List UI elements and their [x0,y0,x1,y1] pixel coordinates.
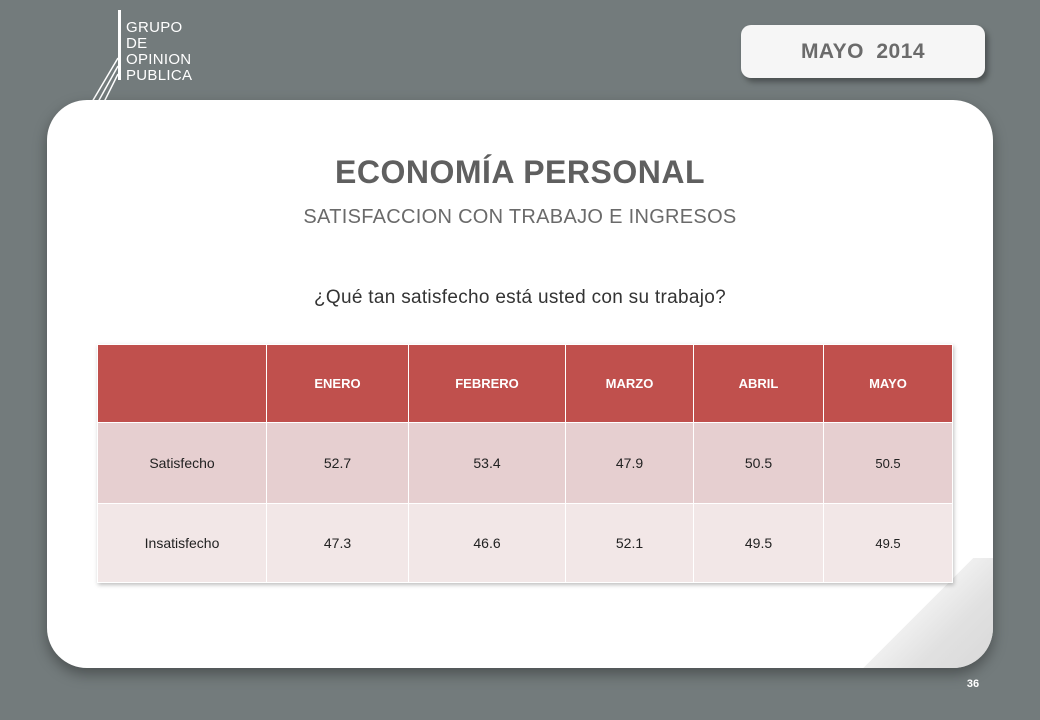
table-cell: 49.5 [823,503,953,583]
survey-question: ¿Qué tan satisfecho está usted con su tr… [314,287,726,308]
date-badge: MAYO 2014 [741,25,985,78]
table-cell: 47.3 [266,503,409,583]
header-cell-enero: ENERO [266,344,409,423]
table-cell: 52.1 [565,503,694,583]
row-label: Satisfecho [97,422,267,504]
table-cell: 49.5 [693,503,824,583]
table-cell: 46.6 [408,503,566,583]
page-subtitle: SATISFACCION CON TRABAJO E INGRESOS [303,206,737,228]
header-cell-abril: ABRIL [693,344,824,423]
table-cell: 50.5 [693,422,824,504]
date-label: MAYO 2014 [800,39,926,63]
header-cell-marzo: MARZO [565,344,694,423]
header-cell-mayo: MAYO [823,344,953,423]
page-title: ECONOMÍA PERSONAL [335,154,705,190]
table-cell: 50.5 [823,422,953,504]
logo-text: GRUPO DE OPINION PUBLICA [126,20,192,84]
table-cell: 52.7 [266,422,409,504]
table-cell: 53.4 [408,422,566,504]
logo-mark-icon [91,10,121,103]
results-table: ENERO FEBRERO MARZO ABRIL MAYO Satisfech… [97,344,953,583]
logo-line: OPINION [126,51,192,68]
logo-line: PUBLICA [126,67,193,84]
content-card: ECONOMÍA PERSONAL SATISFACCION CON TRABA… [47,100,993,668]
row-label: Insatisfecho [97,503,267,583]
table-row: Insatisfecho 47.3 46.6 52.1 49.5 49.5 [97,503,953,583]
table-cell: 47.9 [565,422,694,504]
page-number: 36 [966,678,980,690]
logo-line: GRUPO [126,19,183,36]
logo-line: DE [126,35,148,52]
table-header-row: ENERO FEBRERO MARZO ABRIL MAYO [97,344,953,423]
table-row: Satisfecho 52.7 53.4 47.9 50.5 50.5 [97,422,953,504]
header-cell-empty [97,344,267,423]
header-cell-febrero: FEBRERO [408,344,566,423]
group-logo: GRUPO DE OPINION PUBLICA [88,10,208,110]
